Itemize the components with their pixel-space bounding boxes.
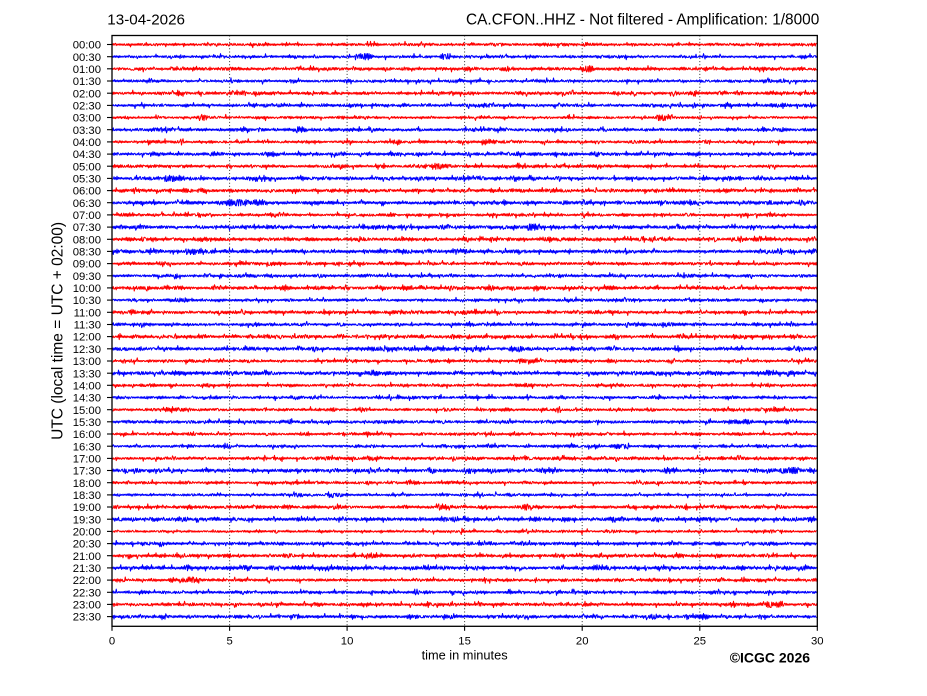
svg-text:03:00: 03:00: [73, 113, 101, 125]
svg-text:UTC (local time = UTC + 02:00): UTC (local time = UTC + 02:00): [49, 222, 66, 440]
svg-text:04:00: 04:00: [73, 137, 101, 149]
svg-text:11:30: 11:30: [74, 320, 101, 332]
svg-text:07:00: 07:00: [73, 210, 101, 222]
svg-text:21:30: 21:30: [73, 563, 101, 575]
svg-text:CA.CFON..HHZ - Not filtered -: CA.CFON..HHZ - Not filtered - Amplificat…: [466, 12, 819, 29]
svg-text:10:00: 10:00: [73, 283, 101, 295]
svg-text:20: 20: [576, 635, 589, 647]
svg-text:08:00: 08:00: [73, 234, 101, 246]
svg-text:20:30: 20:30: [73, 539, 101, 551]
svg-text:5: 5: [226, 635, 232, 647]
svg-text:02:00: 02:00: [73, 88, 101, 100]
svg-text:18:00: 18:00: [73, 478, 101, 490]
svg-text:10:30: 10:30: [73, 295, 101, 307]
svg-text:11:00: 11:00: [74, 307, 101, 319]
svg-text:21:00: 21:00: [73, 551, 101, 563]
svg-text:02:30: 02:30: [73, 101, 101, 113]
svg-text:15:30: 15:30: [73, 417, 101, 429]
svg-text:19:00: 19:00: [73, 502, 101, 514]
svg-text:23:30: 23:30: [73, 612, 101, 624]
svg-text:04:30: 04:30: [73, 149, 101, 161]
svg-text:08:30: 08:30: [73, 247, 101, 259]
svg-text:05:30: 05:30: [73, 174, 101, 186]
svg-text:09:00: 09:00: [73, 259, 101, 271]
svg-text:03:30: 03:30: [73, 125, 101, 137]
svg-text:20:00: 20:00: [73, 527, 101, 539]
svg-text:17:30: 17:30: [73, 466, 101, 478]
svg-text:16:00: 16:00: [73, 429, 101, 441]
svg-text:22:00: 22:00: [73, 575, 101, 587]
svg-text:01:00: 01:00: [73, 64, 101, 76]
svg-text:23:00: 23:00: [73, 600, 101, 612]
svg-text:05:00: 05:00: [73, 161, 101, 173]
svg-text:22:30: 22:30: [73, 587, 101, 599]
svg-text:18:30: 18:30: [73, 490, 101, 502]
svg-text:12:30: 12:30: [73, 344, 101, 356]
svg-text:©ICGC 2026: ©ICGC 2026: [730, 649, 811, 665]
svg-text:10: 10: [341, 635, 354, 647]
svg-text:06:30: 06:30: [73, 198, 101, 210]
svg-text:time in minutes: time in minutes: [422, 648, 508, 663]
svg-text:14:30: 14:30: [73, 393, 101, 405]
svg-text:15:00: 15:00: [73, 405, 101, 417]
svg-text:19:30: 19:30: [73, 514, 101, 526]
svg-text:06:00: 06:00: [73, 186, 101, 198]
svg-text:14:00: 14:00: [73, 380, 101, 392]
svg-text:0: 0: [109, 635, 115, 647]
svg-text:15: 15: [458, 635, 471, 647]
svg-text:00:00: 00:00: [73, 40, 101, 52]
svg-text:09:30: 09:30: [73, 271, 101, 283]
svg-text:07:30: 07:30: [73, 222, 101, 234]
svg-text:12:00: 12:00: [73, 332, 101, 344]
svg-text:13-04-2026: 13-04-2026: [107, 12, 185, 29]
svg-text:25: 25: [694, 635, 707, 647]
svg-text:16:30: 16:30: [73, 441, 101, 453]
svg-text:13:30: 13:30: [73, 368, 101, 380]
svg-text:00:30: 00:30: [73, 52, 101, 64]
svg-text:01:30: 01:30: [73, 76, 101, 88]
svg-text:13:00: 13:00: [73, 356, 101, 368]
svg-text:30: 30: [811, 635, 824, 647]
svg-text:17:00: 17:00: [73, 454, 101, 466]
